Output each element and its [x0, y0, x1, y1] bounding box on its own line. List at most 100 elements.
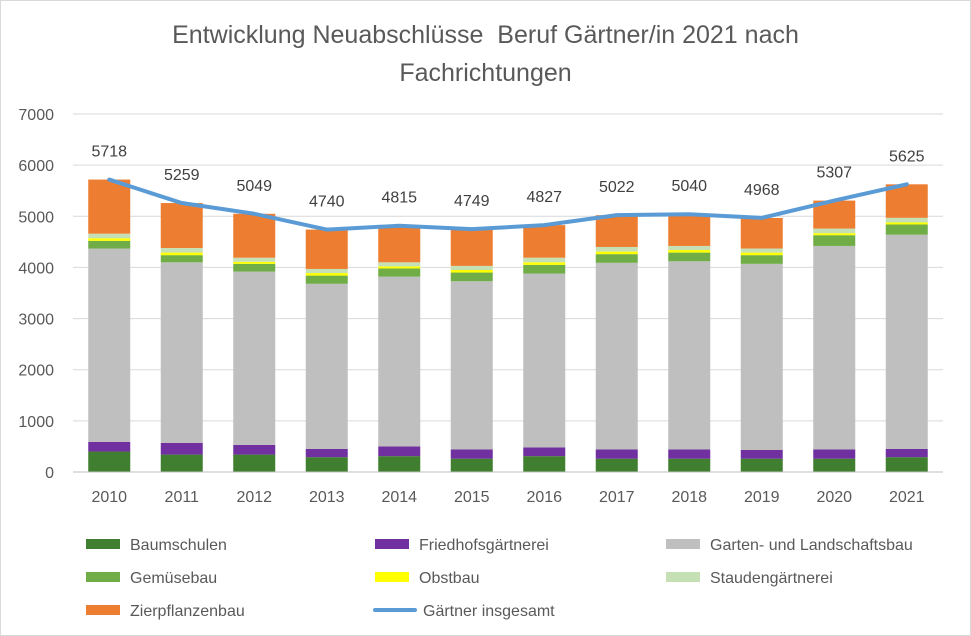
bar-segment [378, 276, 421, 447]
bar-segment [523, 273, 566, 448]
bar-segment [160, 454, 203, 472]
bar-segment [88, 179, 131, 234]
data-label: 4968 [744, 182, 780, 199]
bar-segment [450, 229, 493, 266]
data-label: 5259 [164, 167, 200, 184]
bar-segment [740, 252, 783, 256]
bar-segment [885, 184, 928, 218]
bar-segment [668, 261, 711, 450]
x-tick-label: 2014 [381, 489, 417, 506]
bar-segment [305, 273, 348, 276]
y-tick-label: 6000 [18, 158, 54, 175]
bar-segment [668, 214, 711, 246]
bar-segment [740, 450, 783, 459]
bar-segment [523, 262, 566, 265]
bar-segment [813, 233, 856, 236]
bar-segment [450, 269, 493, 273]
bar-segment [813, 228, 856, 234]
bar-segment [450, 458, 493, 472]
bar-segment [160, 247, 203, 253]
bar-segment [523, 447, 566, 457]
bar-segment [450, 265, 493, 270]
x-tick-label: 2021 [889, 489, 925, 506]
bar-segment [740, 263, 783, 451]
data-label: 5625 [889, 148, 925, 165]
y-tick-label: 3000 [18, 312, 54, 329]
x-tick-label: 2010 [91, 489, 127, 506]
x-tick-label: 2018 [671, 489, 707, 506]
bar-segment [88, 240, 131, 249]
legend-label: Baumschulen [130, 537, 227, 554]
x-tick-label: 2013 [309, 489, 345, 506]
bar-segment [378, 456, 421, 472]
bar-segment [378, 225, 421, 263]
axis-layer: 0 1000 2000 3000 4000 5000 6000 7000 2010 2011 201… [18, 107, 943, 506]
line-layer [107, 177, 909, 232]
legend-swatch [666, 572, 700, 582]
bar-segment [88, 451, 131, 472]
bar-segment [233, 263, 276, 272]
data-label: 4749 [454, 193, 490, 210]
data-label: 5022 [599, 179, 635, 196]
legend-swatch [86, 572, 120, 582]
bar-segment [88, 441, 131, 452]
data-label: 5049 [236, 178, 272, 195]
bar-segment [233, 257, 276, 262]
bar-segment [88, 238, 131, 241]
bar-segment [160, 262, 203, 443]
bar-segment [233, 271, 276, 445]
bar-segment [523, 264, 566, 274]
bar-segment [160, 255, 203, 263]
legend-swatch [666, 539, 700, 549]
legend-swatch [86, 605, 120, 615]
bar-segment [595, 262, 638, 450]
data-label: 4740 [309, 194, 345, 211]
bar-segment [305, 283, 348, 449]
bar-segment [595, 246, 638, 252]
bar-segment [378, 268, 421, 277]
bar-segment [740, 255, 783, 264]
bar-segment [160, 442, 203, 455]
bar-segment [305, 457, 348, 472]
bar-segment [668, 250, 711, 253]
bar-segment [233, 261, 276, 264]
bar-segment [378, 262, 421, 267]
bar-segment [523, 456, 566, 472]
bar-segment [450, 272, 493, 282]
bar-segment [813, 245, 856, 450]
legend-swatch [375, 539, 409, 549]
bar-segment [233, 454, 276, 472]
legend-label: Gärtner insgesamt [423, 603, 555, 620]
bar-segment [88, 248, 131, 442]
legend-label: Gemüsebau [130, 570, 217, 587]
x-tick-label: 2020 [816, 489, 852, 506]
bar-segment [305, 268, 348, 274]
chart-title: Entwicklung Neuabschlüsse Beruf Gärtner/… [0, 16, 971, 92]
y-tick-label: 2000 [18, 363, 54, 380]
bar-segment [740, 248, 783, 253]
legend-swatch [86, 539, 120, 549]
legend-label: Zierpflanzenbau [130, 603, 245, 620]
bar-segment [305, 448, 348, 458]
bar-segment [885, 217, 928, 223]
bar-segment [813, 458, 856, 472]
data-label: 4827 [526, 189, 562, 206]
data-label: 5307 [816, 165, 852, 182]
chart-title-line-2: Fachrichtungen [399, 59, 572, 87]
y-tick-label: 7000 [18, 107, 54, 124]
y-tick-label: 5000 [18, 209, 54, 226]
data-label: 5718 [91, 144, 127, 161]
x-tick-label: 2017 [599, 489, 635, 506]
legend-label: Garten- und Landschaftsbau [710, 537, 913, 554]
bar-segment [595, 215, 638, 247]
bar-segment [305, 275, 348, 284]
bar-segment [813, 449, 856, 459]
bar-layer [88, 179, 928, 472]
bar-segment [668, 245, 711, 251]
bar-segment [668, 449, 711, 459]
grid-layer [73, 113, 943, 422]
y-tick-label: 0 [45, 465, 54, 482]
bar-segment [595, 254, 638, 263]
x-tick-label: 2016 [526, 489, 562, 506]
